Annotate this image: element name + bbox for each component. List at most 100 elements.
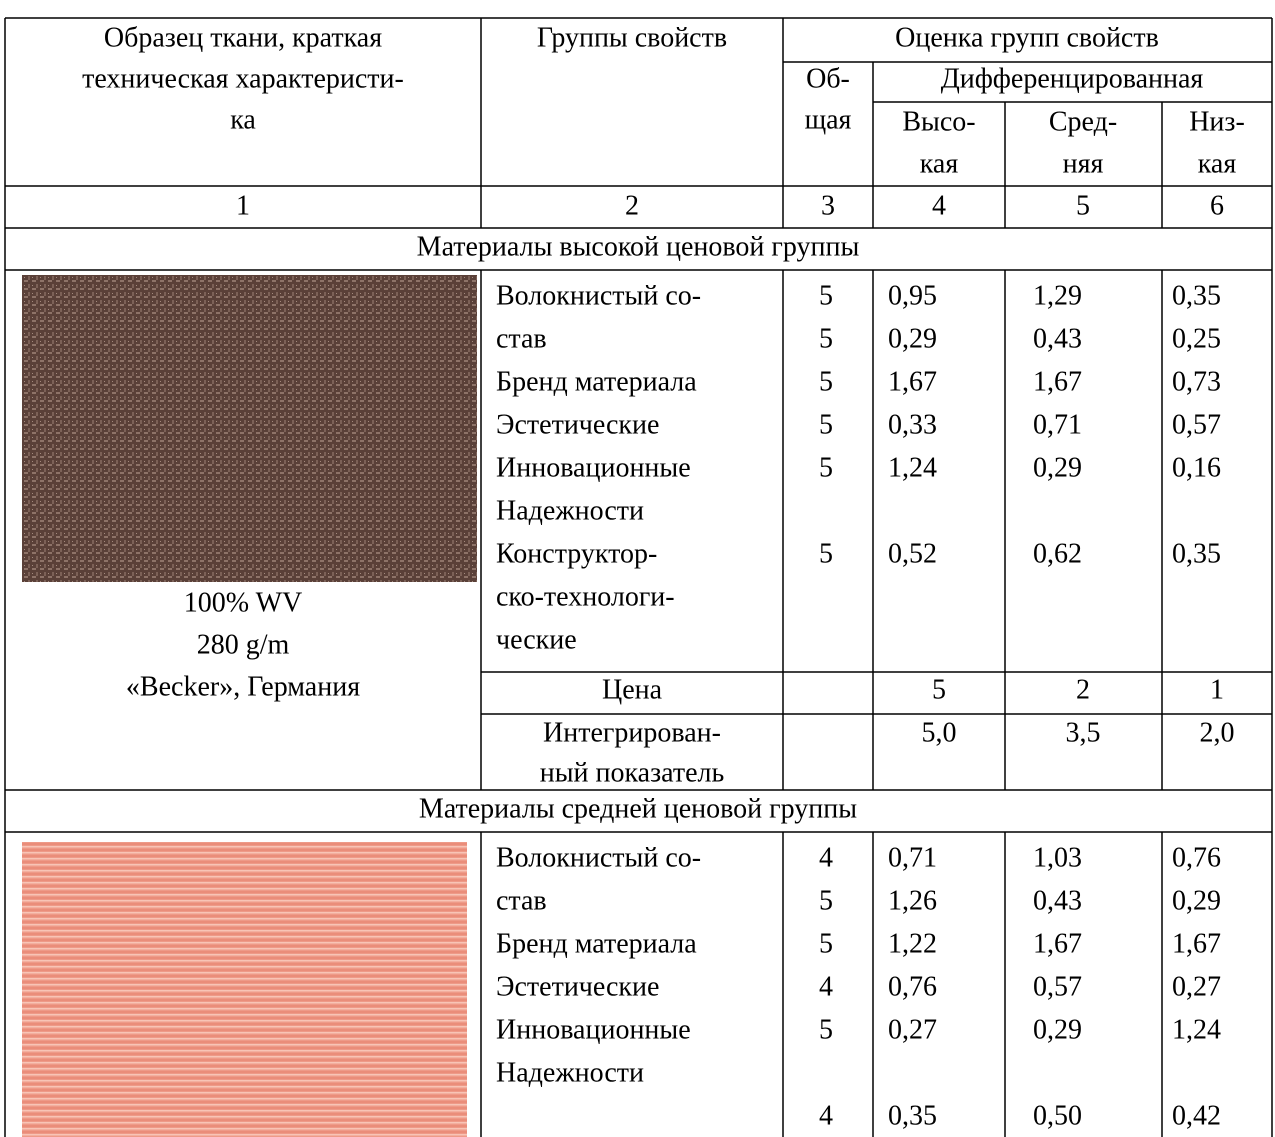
rating-value: 0,62 (1033, 538, 1082, 569)
header-cell: Дифференцированная (941, 63, 1204, 94)
table-grid (4, 17, 1273, 1137)
header-cell: кая (1198, 148, 1237, 179)
price-label: Цена (602, 674, 663, 705)
rating-value: 0,71 (1033, 409, 1082, 440)
section-title: Материалы высокой ценовой группы (417, 231, 860, 262)
rating-value: 0,43 (1033, 323, 1082, 354)
rating-value: 0,29 (1033, 452, 1082, 483)
rating-value: 5 (819, 323, 833, 354)
rating-value: 1,26 (888, 885, 937, 916)
property-group: Волокнистый со- (496, 842, 701, 873)
rating-value: 0,35 (888, 1100, 937, 1131)
column-number: 5 (1076, 190, 1090, 221)
header-cell: Об- (806, 63, 850, 94)
rating-value: 0,27 (1172, 971, 1221, 1002)
property-group: Эстетические (496, 409, 659, 440)
rating-value: 0,43 (1033, 885, 1082, 916)
rating-value: 1,24 (1172, 1014, 1221, 1045)
rating-value: 5 (819, 409, 833, 440)
property-group: ческие (496, 624, 577, 655)
property-group: Инновационные (496, 1014, 691, 1045)
rating-value: 4 (819, 971, 833, 1002)
rating-value: 0,29 (888, 323, 937, 354)
rating-value: 5 (819, 885, 833, 916)
fabric-sample-image (22, 842, 467, 1137)
rating-value: 5 (819, 538, 833, 569)
rating-value: 5 (819, 1014, 833, 1045)
property-group: ско-технологи- (496, 581, 675, 612)
rating-value: 5 (819, 280, 833, 311)
column-number: 3 (821, 190, 835, 221)
integrated-value: 2,0 (1200, 717, 1235, 748)
rating-value: 1,67 (1033, 928, 1082, 959)
sample-description: «Becker», Германия (126, 671, 360, 702)
rating-value: 1,24 (888, 452, 937, 483)
header-cell: няя (1063, 148, 1104, 179)
rating-value: 5 (819, 452, 833, 483)
property-group: Эстетические (496, 971, 659, 1002)
sample-description: 280 g/m (197, 629, 290, 660)
integrated-label: Интегрирован- (543, 717, 721, 748)
header-cell: Образец ткани, краткая (104, 22, 382, 53)
header-cell: щая (805, 104, 852, 135)
fabric-sample-image (22, 275, 477, 582)
header-cell: кая (920, 148, 959, 179)
section-title: Материалы средней ценовой группы (419, 793, 857, 824)
rating-value: 0,33 (888, 409, 937, 440)
rating-value: 0,73 (1172, 366, 1221, 397)
rating-value: 0,35 (1172, 538, 1221, 569)
rating-value: 0,25 (1172, 323, 1221, 354)
rating-value: 0,29 (1172, 885, 1221, 916)
rating-value: 4 (819, 1100, 833, 1131)
rating-value: 1,67 (888, 366, 937, 397)
header-cell: ка (230, 104, 256, 135)
header-cell: Сред- (1049, 106, 1117, 137)
column-number: 4 (932, 190, 946, 221)
price-value: 5 (932, 674, 946, 705)
rating-value: 0,35 (1172, 280, 1221, 311)
header-cell: Высо- (902, 106, 975, 137)
rating-value: 0,57 (1033, 971, 1082, 1002)
property-group: Конструктор- (496, 538, 657, 569)
rating-value: 1,67 (1172, 928, 1221, 959)
rating-value: 0,76 (1172, 842, 1221, 873)
rating-value: 4 (819, 842, 833, 873)
property-group: став (496, 885, 547, 916)
integrated-value: 5,0 (922, 717, 957, 748)
rating-value: 0,95 (888, 280, 937, 311)
rating-value: 0,16 (1172, 452, 1221, 483)
rating-value: 1,67 (1033, 366, 1082, 397)
property-group: Бренд материала (496, 928, 697, 959)
rating-value: 0,50 (1033, 1100, 1082, 1131)
rating-value: 1,29 (1033, 280, 1082, 311)
property-group: Надежности (496, 1057, 644, 1088)
column-number: 1 (236, 190, 250, 221)
header-cell: Оценка групп свойств (895, 22, 1159, 53)
rating-value: 0,42 (1172, 1100, 1221, 1131)
property-group: Волокнистый со- (496, 280, 701, 311)
rating-value: 1,03 (1033, 842, 1082, 873)
price-value: 1 (1210, 674, 1224, 705)
column-number: 2 (625, 190, 639, 221)
rating-value: 5 (819, 366, 833, 397)
rating-value: 0,71 (888, 842, 937, 873)
sample-description: 100% WV (184, 587, 302, 618)
rating-value: 0,29 (1033, 1014, 1082, 1045)
header-cell: Низ- (1189, 106, 1245, 137)
rating-value: 0,76 (888, 971, 937, 1002)
integrated-value: 3,5 (1066, 717, 1101, 748)
rating-value: 0,57 (1172, 409, 1221, 440)
column-number: 6 (1210, 190, 1224, 221)
rating-value: 1,22 (888, 928, 937, 959)
rating-value: 0,27 (888, 1014, 937, 1045)
property-group: Инновационные (496, 452, 691, 483)
integrated-label: ный показатель (540, 757, 725, 788)
property-group: Бренд материала (496, 366, 697, 397)
header-cell: Группы свойств (537, 22, 727, 53)
property-group: став (496, 323, 547, 354)
header-cell: техническая характеристи- (82, 63, 404, 94)
rating-value: 5 (819, 928, 833, 959)
rating-value: 0,52 (888, 538, 937, 569)
property-group: Надежности (496, 495, 644, 526)
